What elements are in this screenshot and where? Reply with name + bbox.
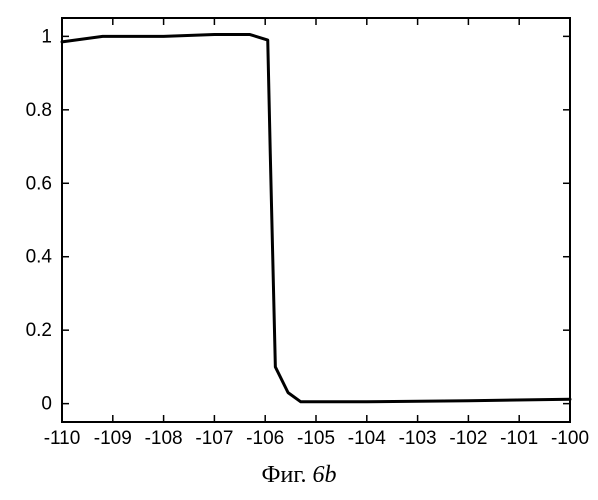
x-tick-label: -109 [94,428,132,449]
figure: -110 -109 -108 -107 -106 -105 -104 -103 -102 -101… [0,0,598,500]
x-tick-label: -101 [500,428,538,449]
caption-label: 6b [312,462,336,488]
x-tick-label: -100 [551,428,589,449]
x-tick-label: -104 [348,428,386,449]
x-tick-label: -103 [399,428,437,449]
y-tick-label: 0.6 [26,173,52,194]
x-tick-label: -108 [145,428,183,449]
y-tick-label: 0 [41,394,52,415]
y-tick-label: 0.8 [26,100,52,121]
x-tick-label: -107 [195,428,233,449]
x-tick-label: -102 [449,428,487,449]
caption-prefix: Фиг. [262,462,313,488]
line-chart: -110 -109 -108 -107 -106 -105 -104 -103 -102 -101… [0,0,598,500]
x-tick-label: -106 [246,428,284,449]
figure-caption: Фиг. 6b [0,462,598,489]
y-tick-label: 0.2 [26,320,52,341]
y-tick-label: 1 [41,26,52,47]
y-tick-label: 0.4 [26,247,53,268]
x-tick-label: -110 [44,428,81,449]
x-tick-label: -105 [297,428,335,449]
chart-bg [0,0,598,500]
